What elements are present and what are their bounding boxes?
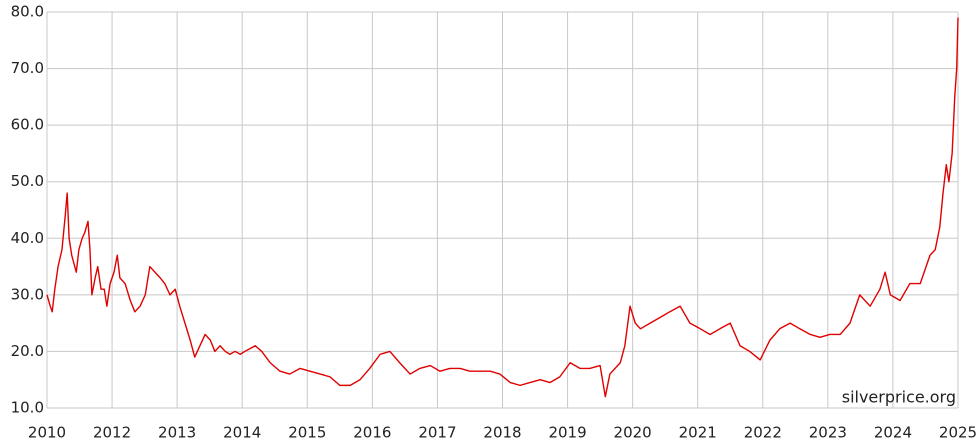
y-tick-label: 20.0	[11, 342, 44, 360]
x-tick-label: 2017	[418, 424, 456, 442]
x-tick-label: 2024	[874, 424, 912, 442]
y-tick-label: 10.0	[11, 399, 44, 417]
y-tick-label: 70.0	[11, 59, 44, 77]
price-line	[46, 17, 959, 398]
y-tick-label: 80.0	[11, 3, 44, 21]
x-tick-label: 2013	[158, 424, 196, 442]
x-tick-label: 2015	[288, 424, 326, 442]
x-tick-label: 2020	[614, 424, 652, 442]
watermark: silverprice.org	[842, 388, 956, 407]
x-tick-label: 2019	[548, 424, 586, 442]
x-tick-label: 2014	[223, 424, 261, 442]
y-tick-label: 60.0	[11, 116, 44, 134]
x-tick-label: 2018	[483, 424, 521, 442]
x-tick-label: 2012	[93, 424, 131, 442]
y-tick-label: 50.0	[11, 172, 44, 190]
x-tick-label: 2021	[679, 424, 717, 442]
x-tick-label: 2010	[28, 424, 66, 442]
x-tick-label: 2025	[939, 424, 977, 442]
y-tick-label: 30.0	[11, 285, 44, 303]
x-tick-label: 2023	[809, 424, 847, 442]
y-tick-label: 40.0	[11, 229, 44, 247]
x-tick-label: 2016	[353, 424, 391, 442]
x-tick-label: 2022	[744, 424, 782, 442]
